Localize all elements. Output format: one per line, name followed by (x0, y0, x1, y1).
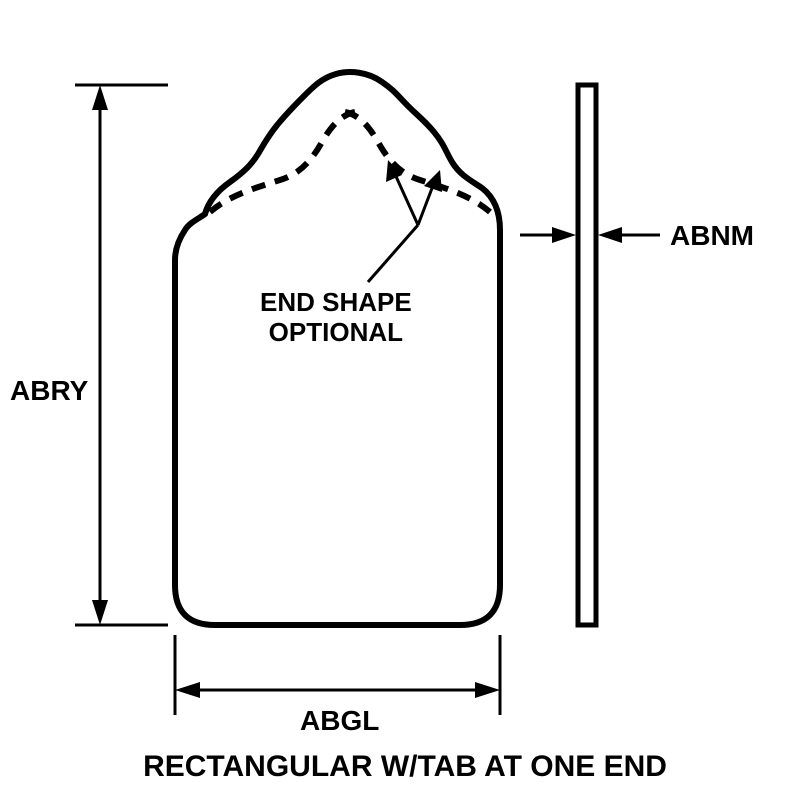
diagram-title: RECTANGULAR W/TAB AT ONE END (0, 750, 810, 784)
callout-line1: END SHAPE (260, 287, 412, 317)
dim-width-arrow-left (175, 682, 200, 698)
side-view-shape (578, 85, 596, 625)
main-shape (175, 72, 500, 625)
main-shape-outline (175, 71, 500, 625)
callout-leader (368, 225, 418, 282)
callout-line2: OPTIONAL (269, 317, 403, 347)
dim-width-arrow-right (475, 682, 500, 698)
dim-height-arrow-bot (92, 600, 108, 625)
diagram-canvas (0, 0, 810, 810)
optional-shape-dash-2 (345, 112, 490, 212)
callout-arrow-2 (418, 183, 434, 225)
callout-arrowhead-2 (424, 170, 442, 192)
dim-height-arrow-top (92, 85, 108, 110)
dim-thick-arrow-left (552, 227, 576, 243)
optional-shape-dash-1 (210, 112, 355, 212)
dim-label-height: ABRY (10, 375, 88, 407)
dim-label-width: ABGL (300, 705, 379, 737)
callout-text: END SHAPE OPTIONAL (260, 288, 412, 348)
dim-thick-arrow-right (598, 227, 622, 243)
dim-label-thickness: ABNM (670, 220, 754, 252)
